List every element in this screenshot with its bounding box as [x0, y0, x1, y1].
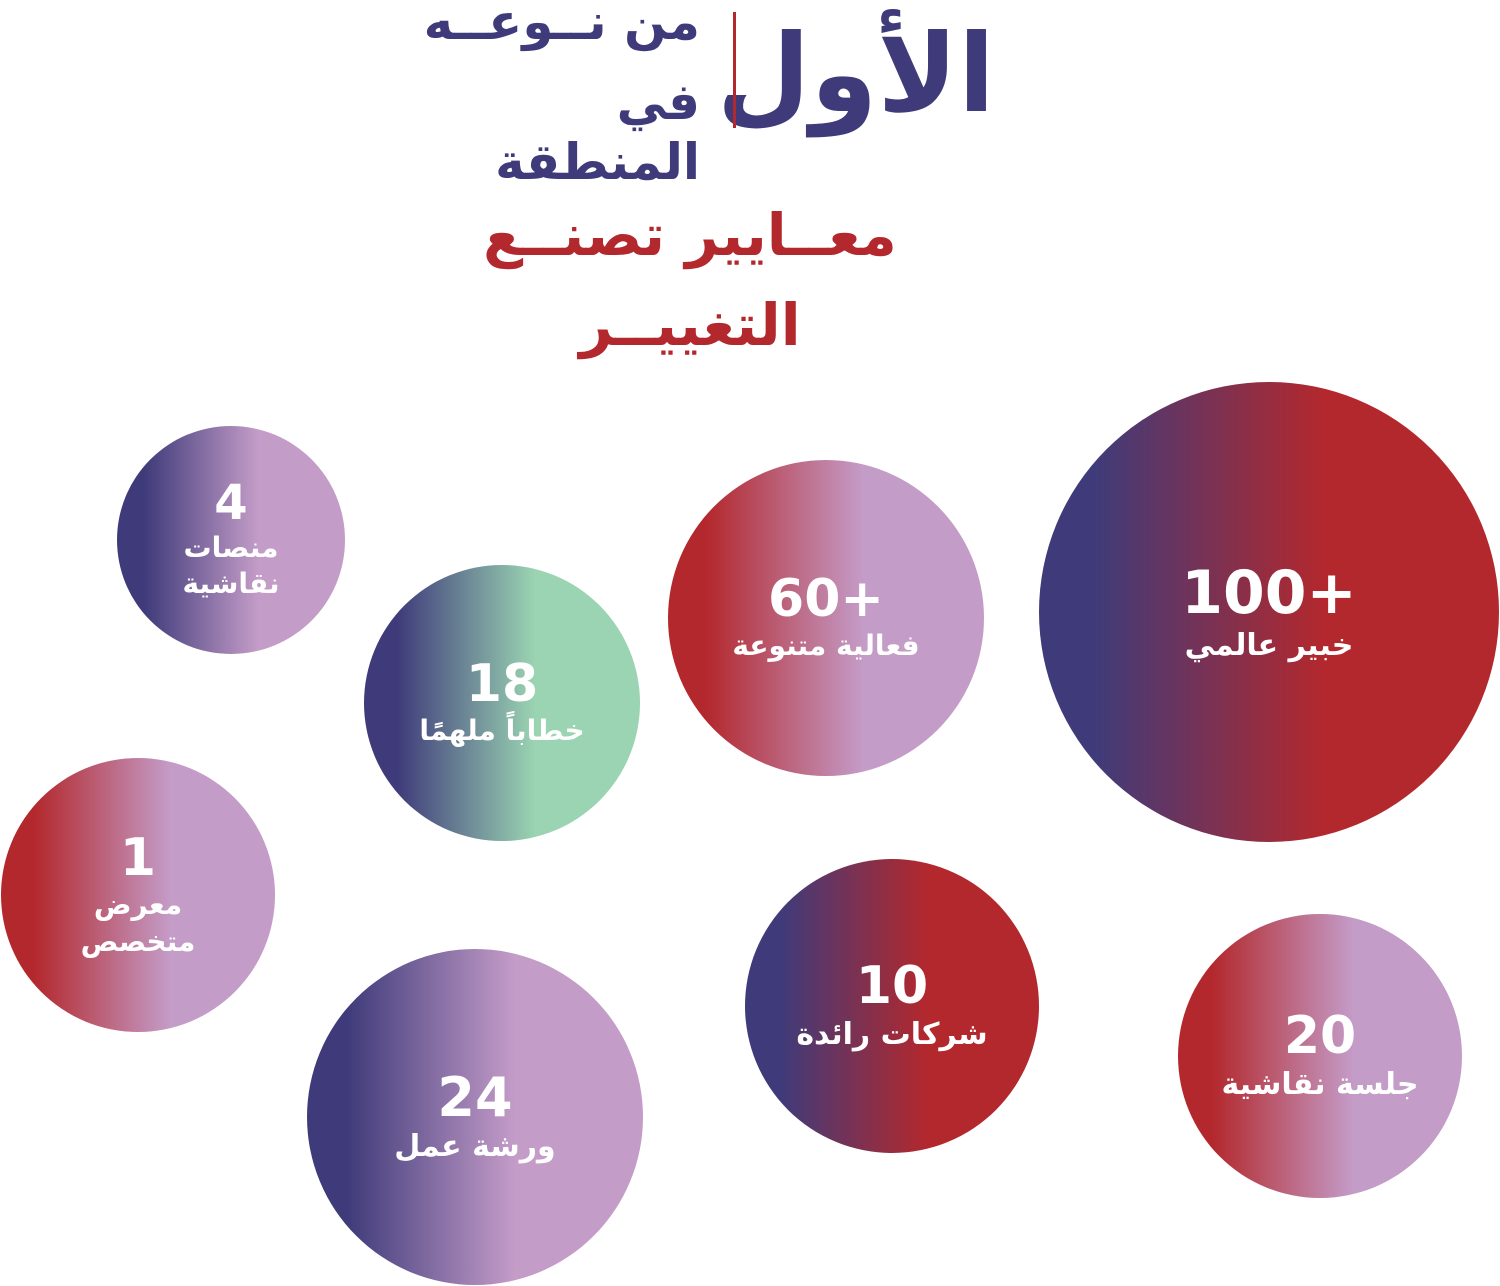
stat-label: فعالية متنوعة	[732, 629, 920, 663]
stat-experts: 100+ خبير عالمي	[1039, 382, 1499, 842]
stat-label: خطاباً ملهمًا	[419, 714, 585, 748]
stat-value: 24	[437, 1065, 513, 1129]
stat-label: شركات رائدة	[796, 1017, 988, 1053]
headline-first: الأول	[716, 12, 995, 137]
stat-platforms: 4 منصات نقاشية	[117, 426, 345, 654]
headline-line-1: من نــوعــه	[423, 0, 700, 51]
stat-label: ورشة عمل	[394, 1129, 556, 1165]
stat-sessions: 20 جلسة نقاشية	[1178, 914, 1462, 1198]
subtitle: معــايير تصنــع التغييــر	[483, 201, 897, 359]
stat-value: 60+	[768, 569, 884, 630]
stat-exhibition: 1 معرض متخصص	[1, 758, 275, 1032]
stat-value: 18	[465, 654, 539, 715]
stat-companies: 10 شركات رائدة	[745, 859, 1039, 1153]
stat-label: منصات نقاشية	[182, 531, 280, 601]
stat-speeches: 18 خطاباً ملهمًا	[364, 565, 640, 841]
headline-line-2: في المنطقة	[495, 73, 700, 191]
stat-value: 10	[855, 955, 929, 1016]
stat-value: 100+	[1181, 557, 1357, 628]
stat-label: معرض متخصص	[80, 888, 196, 958]
stat-label: خبير عالمي	[1184, 627, 1354, 663]
stat-value: 1	[119, 828, 157, 889]
stat-workshops: 24 ورشة عمل	[307, 949, 643, 1285]
stat-events: 60+ فعالية متنوعة	[668, 460, 984, 776]
stat-value: 4	[214, 475, 248, 532]
stat-label: جلسة نقاشية	[1221, 1067, 1419, 1103]
stat-value: 20	[1283, 1005, 1357, 1066]
header-divider	[733, 12, 736, 128]
